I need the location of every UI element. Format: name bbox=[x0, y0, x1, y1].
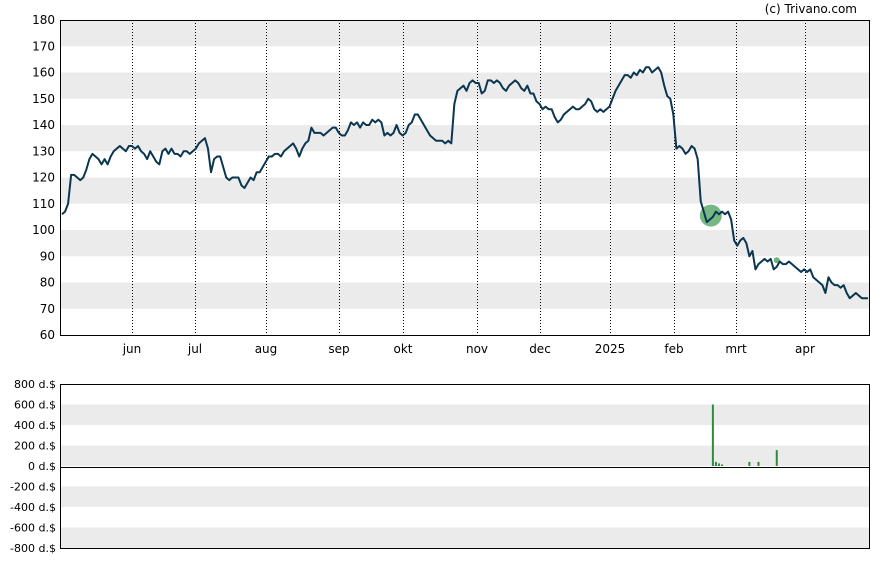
volume-y-tick-label: 400 d.$ bbox=[14, 419, 56, 432]
price-series-line bbox=[61, 66, 868, 300]
price-y-tick-label: 120 bbox=[32, 171, 55, 185]
event-marker bbox=[699, 204, 722, 227]
month-label: feb bbox=[664, 342, 683, 356]
price-x-axis: jun jul aug sep okt nov dec 2025 feb mrt apr bbox=[122, 342, 815, 356]
price-band bbox=[61, 125, 869, 152]
price-y-tick-label: 130 bbox=[32, 144, 55, 158]
price-bands bbox=[61, 20, 869, 309]
volume-y-axis: 800 d.$ 600 d.$ 400 d.$ 200 d.$ 0 d.$ -200 d.… bbox=[10, 378, 56, 555]
month-label: jul bbox=[187, 342, 202, 356]
price-band bbox=[61, 72, 869, 99]
volume-y-tick-label: 0 d.$ bbox=[28, 460, 56, 473]
volume-panel: 800 d.$ 600 d.$ 400 d.$ 200 d.$ 0 d.$ -200 d.… bbox=[10, 378, 870, 555]
price-markers bbox=[699, 204, 780, 264]
price-frame bbox=[60, 20, 870, 336]
volume-bar bbox=[775, 450, 778, 466]
price-y-axis: 180 170 160 150 140 130 120 110 100 90 80 70 60 bbox=[32, 13, 55, 342]
price-band bbox=[61, 282, 869, 309]
event-marker bbox=[773, 257, 780, 264]
price-y-tick-label: 160 bbox=[32, 66, 55, 80]
volume-band bbox=[61, 527, 869, 548]
month-label: apr bbox=[795, 342, 815, 356]
month-label: 2025 bbox=[595, 342, 626, 356]
price-y-tick-label: 90 bbox=[40, 249, 55, 263]
month-label: dec bbox=[529, 342, 551, 356]
volume-band bbox=[61, 445, 869, 466]
credit-label: (c) Trivano.com bbox=[765, 2, 857, 16]
volume-bar bbox=[714, 461, 717, 466]
month-label: mrt bbox=[725, 342, 747, 356]
price-y-tick-label: 100 bbox=[32, 223, 55, 237]
month-label: sep bbox=[328, 342, 349, 356]
volume-y-tick-label: 600 d.$ bbox=[14, 399, 56, 412]
volume-band bbox=[61, 486, 869, 507]
price-y-tick-label: 110 bbox=[32, 197, 55, 211]
volume-y-tick-label: -800 d.$ bbox=[10, 542, 56, 555]
volume-bands bbox=[61, 404, 869, 548]
month-label: jun bbox=[122, 342, 142, 356]
volume-y-tick-label: -400 d.$ bbox=[10, 501, 56, 514]
volume-bar bbox=[711, 404, 714, 466]
price-y-tick-label: 70 bbox=[40, 302, 55, 316]
month-label: okt bbox=[394, 342, 413, 356]
volume-y-tick-label: -600 d.$ bbox=[10, 522, 56, 535]
price-y-tick-label: 170 bbox=[32, 39, 55, 53]
month-label: aug bbox=[255, 342, 278, 356]
volume-bars bbox=[711, 404, 778, 466]
volume-bar bbox=[721, 464, 724, 466]
volume-y-tick-label: 200 d.$ bbox=[14, 440, 56, 453]
price-y-tick-label: 140 bbox=[32, 118, 55, 132]
price-y-tick-label: 180 bbox=[32, 13, 55, 27]
volume-y-tick-label: -200 d.$ bbox=[10, 481, 56, 494]
price-y-tick-label: 60 bbox=[40, 328, 55, 342]
price-band bbox=[61, 20, 869, 47]
price-band bbox=[61, 177, 869, 204]
price-y-tick-label: 80 bbox=[40, 276, 55, 290]
volume-frame bbox=[60, 384, 870, 549]
volume-bar bbox=[717, 463, 720, 466]
volume-bar bbox=[748, 461, 751, 466]
price-y-tick-label: 150 bbox=[32, 92, 55, 106]
volume-y-tick-label: 800 d.$ bbox=[14, 378, 56, 391]
volume-band bbox=[61, 404, 869, 425]
volume-bar bbox=[757, 461, 760, 466]
month-label: nov bbox=[466, 342, 488, 356]
